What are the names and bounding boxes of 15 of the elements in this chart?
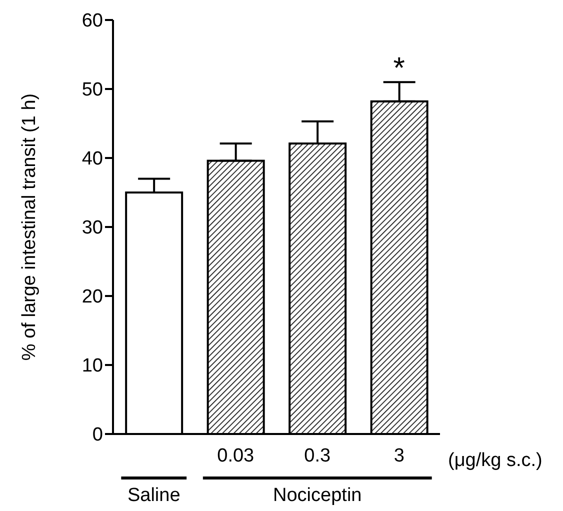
y-tick-label: 20 [82, 286, 103, 308]
text: (μg/kg s.c.) [448, 450, 542, 472]
y-tick-label: 50 [82, 80, 103, 101]
y-tick-label: 0 [92, 424, 103, 446]
y-axis-title: % of large intestinal transit (1 h) [19, 93, 40, 361]
x-tick-label: 0.03 [217, 445, 254, 466]
y-tick-label: 10 [82, 356, 103, 377]
y-tick-label: 30 [82, 218, 103, 239]
y-tick-label: 40 [82, 148, 103, 170]
x-tick-label: 3 [394, 445, 404, 466]
text: Nociceptin [273, 485, 362, 506]
text: Saline [127, 485, 180, 506]
annotation: * [393, 52, 406, 86]
y-tick-label: 60 [82, 10, 103, 32]
x-tick-label: 0.3 [304, 445, 331, 466]
